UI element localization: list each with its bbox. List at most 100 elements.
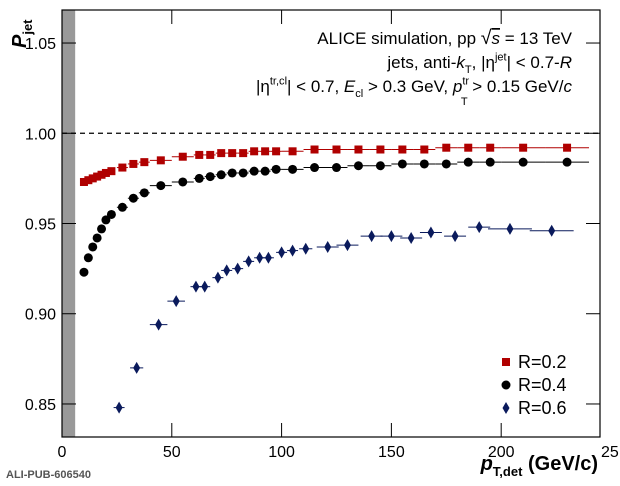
data-point: [101, 168, 110, 177]
text-segment: > 0.15 GeV/: [468, 77, 564, 96]
text-segment: T: [465, 64, 472, 76]
data-point: [139, 188, 149, 198]
text-segment: tr,cl: [270, 75, 287, 87]
x-tick-label: 150: [378, 444, 405, 461]
data-point: [375, 161, 385, 171]
data-point: [264, 251, 272, 264]
data-point: [451, 230, 459, 243]
text-segment: jet: [20, 19, 35, 36]
data-point: [83, 253, 93, 263]
data-point: [354, 145, 363, 154]
data-point: [376, 145, 385, 154]
data-point: [129, 159, 138, 168]
data-point: [387, 230, 395, 243]
text-segment: jet: [494, 51, 507, 63]
data-point: [407, 231, 415, 244]
data-point: [84, 176, 93, 185]
data-point: [548, 224, 556, 237]
text-segment: tr: [462, 75, 469, 87]
data-point: [155, 318, 163, 331]
data-point: [310, 163, 320, 173]
data-point: [272, 147, 281, 156]
text-segment: P: [9, 34, 31, 48]
legend-label: R=0.6: [518, 398, 567, 418]
legend-label: R=0.2: [518, 352, 567, 372]
data-point: [324, 240, 332, 253]
data-point: [228, 149, 237, 158]
data-point: [88, 242, 98, 252]
text-segment: T,det: [493, 464, 523, 479]
x-tick-label: 50: [163, 444, 181, 461]
data-point: [227, 168, 237, 178]
data-point: [156, 181, 166, 191]
legend-marker: [501, 380, 511, 390]
data-point: [353, 161, 363, 171]
text-segment: | < 0.7-: [507, 53, 560, 72]
data-point: [133, 361, 141, 374]
data-point: [93, 172, 102, 181]
data-point: [192, 280, 200, 293]
data-point: [288, 164, 298, 174]
text-segment: cl: [355, 88, 363, 100]
data-point: [256, 251, 264, 264]
text-segment: , |η: [472, 53, 495, 72]
data-point: [92, 233, 102, 243]
data-point: [289, 244, 297, 257]
text-segment: R: [560, 53, 572, 72]
data-point: [115, 401, 123, 414]
annotation: ALICE simulation, pp √s = 13 TeV: [317, 27, 572, 49]
legend-label: R=0.4: [518, 375, 567, 395]
y-tick-label: 0.90: [25, 307, 56, 324]
data-point: [249, 166, 259, 176]
x-tick-label: 0: [58, 444, 67, 461]
data-point: [331, 163, 341, 173]
text-segment: √: [481, 27, 492, 49]
annotation: |ηtr,cl| < 0.7, Ecl > 0.3 GeV, ptr T > 0.…: [256, 75, 573, 107]
data-point: [260, 166, 270, 176]
data-point: [420, 145, 429, 154]
data-point: [343, 239, 351, 252]
text-segment: c: [564, 77, 573, 96]
data-point: [310, 145, 319, 154]
data-point: [245, 255, 253, 268]
data-point: [261, 147, 270, 156]
y-axis-label: Pjet: [9, 19, 35, 48]
text-segment: | < 0.7,: [287, 77, 344, 96]
y-tick-label: 0.85: [25, 397, 56, 414]
data-point: [178, 177, 188, 187]
data-point: [88, 174, 97, 183]
data-point: [205, 172, 215, 182]
data-point: [172, 295, 180, 308]
data-point: [442, 143, 451, 152]
text-segment: s: [492, 29, 501, 48]
data-point: [562, 157, 572, 167]
data-point: [464, 143, 473, 152]
text-segment: (GeV/c): [522, 453, 598, 475]
data-point: [475, 221, 483, 234]
data-point: [485, 157, 495, 167]
data-point: [518, 157, 528, 167]
text-segment: T: [461, 96, 468, 108]
legend-marker: [502, 358, 510, 366]
data-point: [140, 158, 149, 167]
data-point: [107, 167, 116, 176]
legend-marker: [502, 402, 510, 414]
y-tick-label: 1.05: [25, 36, 56, 53]
data-point: [397, 159, 407, 169]
data-point: [368, 230, 376, 243]
plot-frame: [61, 9, 601, 438]
data-point: [398, 145, 407, 154]
data-point: [278, 246, 286, 259]
data-point: [216, 170, 226, 180]
data-point: [118, 163, 127, 172]
data-point: [288, 147, 297, 156]
y-tick-label: 0.95: [25, 217, 56, 234]
data-point: [79, 267, 89, 277]
data-point: [201, 280, 209, 293]
data-point: [486, 143, 495, 152]
text-segment: p: [452, 77, 462, 96]
x-axis-label: pT,det (GeV/c): [480, 453, 598, 479]
annotation: jets, anti-kT, |ηjet| < 0.7-R: [386, 51, 572, 76]
data-point: [419, 159, 429, 169]
